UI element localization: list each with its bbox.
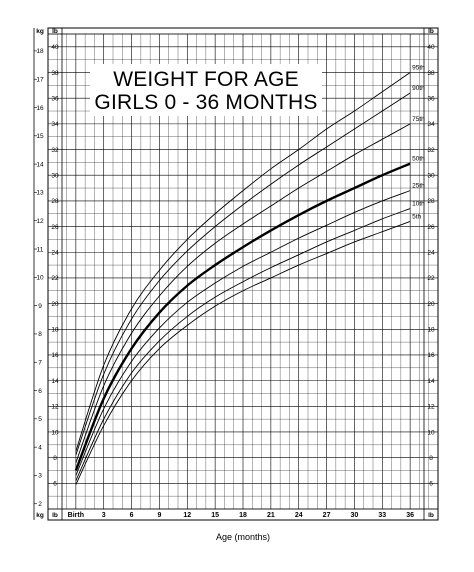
kg-tick-label: 2 [38,501,42,508]
lb-tick-label-right: 34 [427,121,435,128]
lb-tick-label-right: 24 [427,250,435,257]
lb-unit-label-top-right: lb [428,28,434,35]
lb-tick-label-right: 10 [427,429,435,436]
kg-unit-label-bottom: kg [36,512,44,519]
x-tick-label: 18 [239,512,247,519]
lb-tick-label-left: 20 [51,301,59,308]
lb-tick-label-right: 12 [427,404,435,411]
x-tick-label: 24 [295,512,303,519]
kg-tick-label: 9 [38,303,42,310]
lb-tick-label-right: 16 [427,352,435,359]
lb-tick-label-left: 30 [51,173,59,180]
kg-tick-label: 11 [37,246,44,253]
lb-tick-label-left: 32 [51,147,59,154]
kg-tick-label: 17 [36,77,44,84]
kg-tick-label: 3 [38,473,42,480]
lb-unit-label-bottom-right: lb [428,512,434,519]
lb-tick-label-right: 6 [429,481,433,488]
lb-tick-label-right: 18 [427,327,435,334]
x-tick-label: 33 [378,512,386,519]
lb-tick-label-left: 34 [51,121,59,128]
kg-tick-label: 18 [36,48,44,55]
x-tick-label: Birth [68,512,84,519]
lb-tick-label-right: 36 [427,95,435,102]
lb-tick-label-left: 38 [51,70,59,77]
curve-5th [75,221,411,485]
lb-tick-label-left: 22 [51,275,59,282]
kg-tick-label: 12 [36,218,44,225]
kg-tick-label: 13 [36,190,44,197]
kg-tick-label: 7 [38,360,42,367]
lb-tick-label-right: 20 [427,301,435,308]
lb-tick-label-left: 6 [53,481,57,488]
kg-tick-label: 10 [36,275,44,282]
curve-95th [75,72,411,452]
lb-unit-label-bottom-left: lb [52,512,58,519]
x-tick-label: 36 [406,512,414,519]
x-tick-label: 21 [267,512,275,519]
lb-tick-label-left: 18 [51,327,59,334]
kg-unit-label-top: kg [36,28,44,35]
x-tick-label: 12 [183,512,191,519]
series-label-75th: 75th [412,116,425,123]
lb-tick-label-right: 40 [427,44,435,51]
x-tick-label: 30 [351,512,359,519]
kg-tick-label: 4 [38,444,42,451]
series-label-10th: 10th [412,201,425,208]
series-label-5th: 5th [412,213,421,220]
x-tick-label: 27 [323,512,331,519]
lb-tick-label-left: 16 [51,352,59,359]
x-axis-label: Age (months) [216,532,270,542]
lb-tick-label-right: 22 [427,275,435,282]
lb-tick-label-left: 14 [51,378,59,385]
chart-title-line-2: GIRLS 0 - 36 MONTHS [94,91,317,114]
series-label-25th: 25th [412,183,425,190]
curve-90th [75,92,411,456]
lb-unit-label-top-left: lb [52,28,58,35]
percentile-curves: 95th 90th 75th 50th 25th 10th 5th [74,65,425,485]
lb-tick-label-right: 8 [429,455,433,462]
chart-frame [33,27,439,521]
lb-tick-label-left: 8 [53,455,57,462]
lb-tick-label-left: 36 [51,95,59,102]
lb-tick-label-left: 26 [51,224,59,231]
x-tick-label: 3 [102,512,106,519]
x-tick-label: 6 [130,512,134,519]
chart-title-line-1: WEIGHT FOR AGE [113,68,299,91]
lb-tick-label-right: 14 [427,378,435,385]
lb-tick-label-left: 12 [51,404,59,411]
series-label-90th: 90th [412,85,425,92]
series-label-50th: 50th [412,156,425,163]
lb-tick-label-right: 28 [427,198,435,205]
kg-tick-label: 5 [38,416,42,423]
lb-tick-label-left: 10 [51,429,59,436]
curve-50th [74,162,411,471]
curve-75th [75,123,411,463]
lb-tick-label-left: 24 [51,250,59,257]
lb-tick-label-left: 28 [51,198,59,205]
chart-title-group: WEIGHT FOR AGE GIRLS 0 - 36 MONTHS [90,64,322,116]
series-label-95th: 95th [412,65,425,72]
x-tick-label: 15 [211,512,219,519]
lb-tick-label-right: 30 [427,173,435,180]
title-background [90,64,322,116]
lb-tick-label-right: 38 [427,70,435,77]
kg-tick-label: 8 [38,331,42,338]
curve-10th [75,208,411,481]
lb-tick-label-right: 32 [427,147,435,154]
kg-tick-label: 16 [36,105,44,112]
lb-tick-label-left: 40 [51,44,59,51]
curve-25th [75,190,411,476]
lb-tick-label-right: 26 [427,224,435,231]
kg-tick-label: 15 [36,133,44,140]
kg-tick-label: 14 [36,161,44,168]
outer-frame [47,27,439,521]
x-tick-label: 9 [157,512,161,519]
kg-tick-label: 6 [38,388,42,395]
